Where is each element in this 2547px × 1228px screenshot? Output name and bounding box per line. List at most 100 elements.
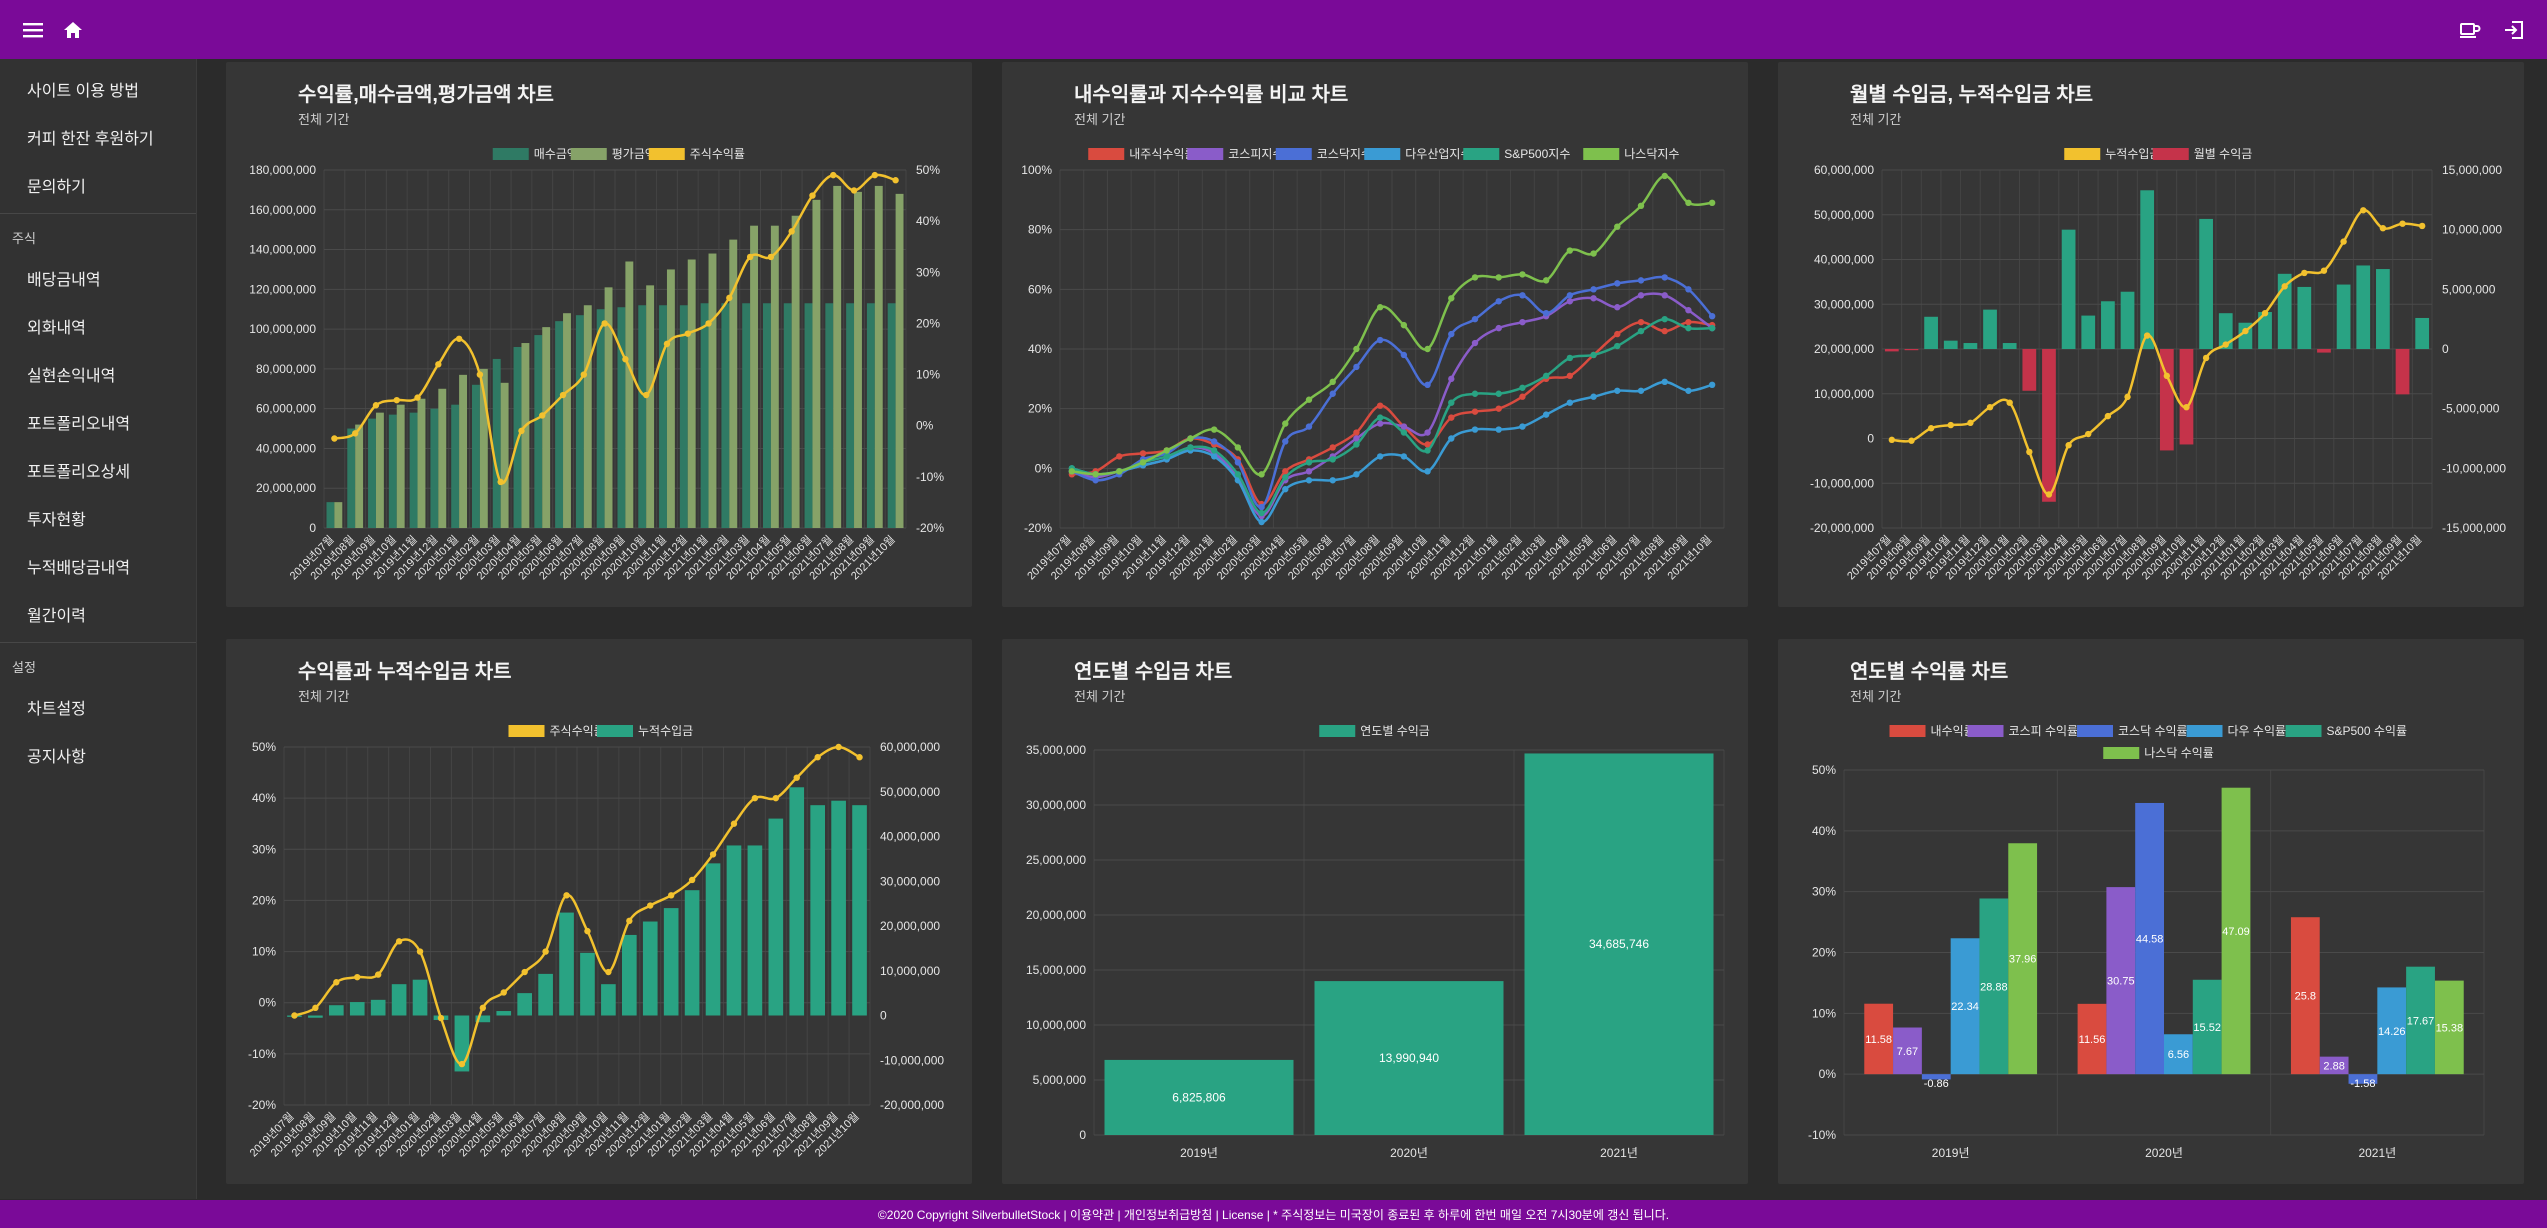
data-point [1614, 387, 1621, 394]
data-point [331, 435, 338, 442]
sidebar-item-guide[interactable]: 사이트 이용 방법 [27, 83, 139, 100]
y-tick-label: 15,000,000 [1026, 963, 1086, 977]
bar-cumulative-income [601, 984, 616, 1016]
chart-title: 수익률과 누적수입금 차트 [298, 661, 512, 683]
y-tick-label: 0% [259, 996, 277, 1010]
sidebar-item-forex[interactable]: 외화내역 [27, 320, 86, 337]
bar-buy-amount [534, 335, 543, 528]
y-tick-label: 15,000,000 [2442, 163, 2502, 177]
data-point [1092, 471, 1099, 478]
data-label: 11.58 [1865, 1034, 1892, 1046]
y-tick-label: 50% [916, 163, 940, 177]
legend-label: S&P500 수익률 [2327, 724, 2408, 738]
data-point [1424, 429, 1431, 436]
y-tick-label: 40,000,000 [1814, 253, 1874, 267]
y-tick-label: -10% [916, 470, 944, 484]
data-point [1376, 402, 1384, 409]
chart-subtitle: 전체 기간 [1074, 112, 1126, 127]
data-point [1566, 298, 1574, 305]
y-tick-label: 40% [252, 791, 276, 805]
bar-eval-amount [500, 382, 509, 528]
sidebar-item-notices[interactable]: 공지사항 [27, 749, 86, 766]
footer: ©2020 Copyright SilverbulletStock | 이용약관… [0, 1200, 2547, 1228]
y-tick-label: 40,000,000 [880, 830, 940, 844]
data-point [333, 979, 340, 986]
bar-cumulative-income [412, 979, 428, 1016]
data-point [751, 794, 759, 802]
data-point [1708, 324, 1716, 332]
sidebar-item-chart-settings[interactable]: 차트설정 [27, 701, 86, 718]
data-point [458, 1060, 466, 1068]
data-point [1708, 381, 1716, 388]
data-point [709, 851, 717, 858]
chart-panel-yearly-income: 연도별 수입금 차트 전체 기간 35,000,000 30,000,000 25,… [1002, 639, 1748, 1184]
data-point [1685, 318, 1692, 326]
data-point [767, 253, 775, 261]
data-point [1376, 304, 1384, 311]
data-point [1708, 312, 1716, 320]
data-point [1353, 429, 1360, 436]
data-point [2261, 310, 2269, 317]
hamburger-icon[interactable] [18, 15, 48, 45]
data-point [1637, 318, 1645, 326]
bar-eval-amount [729, 239, 738, 528]
legend-swatch [1187, 148, 1224, 160]
sidebar-item-portfolio-history[interactable]: 포트폴리오내역 [27, 416, 131, 433]
data-point [788, 228, 795, 235]
bar-monthly-income [2159, 349, 2174, 451]
data-point [563, 892, 570, 899]
bar-monthly-income [2317, 349, 2331, 353]
coffee-icon[interactable] [2455, 15, 2485, 45]
chart-title: 수익률,매수금액,평가금액 차트 [298, 84, 554, 106]
data-point [1637, 387, 1645, 394]
home-icon[interactable] [58, 15, 88, 45]
legend-swatch [2186, 725, 2223, 737]
y-tick-label: -20% [916, 521, 944, 535]
data-label: 15.52 [2193, 1022, 2221, 1034]
sidebar-item-contact[interactable]: 문의하기 [27, 179, 86, 196]
y-tick-label: 100% [1021, 163, 1052, 177]
y-tick-label: 35,000,000 [1026, 743, 1086, 757]
data-point [1708, 199, 1716, 207]
sidebar-item-portfolio-detail[interactable]: 포트폴리오상세 [27, 464, 131, 481]
data-point [1258, 518, 1265, 526]
chart-panel-index-compare: 내수익률과 지수수익률 비교 차트 전체 기간 100% 80% 60% 40% 20%… [1002, 62, 1748, 607]
data-point [1495, 426, 1502, 433]
data-point [559, 391, 567, 399]
sidebar-item-realized-pnl[interactable]: 실현손익내역 [27, 368, 116, 385]
data-point [1614, 223, 1621, 230]
data-point [1519, 393, 1526, 400]
bar-buy-amount [492, 358, 501, 528]
data-point [1471, 315, 1479, 323]
y-tick-label: -10% [1808, 1128, 1836, 1142]
bar-cumulative-income [810, 805, 826, 1016]
bar-monthly-income [2356, 265, 2371, 349]
y-tick-label: 10% [916, 368, 940, 382]
data-point [1400, 453, 1408, 460]
data-point [726, 294, 733, 302]
data-point [1448, 295, 1455, 302]
series-line [1071, 174, 1713, 476]
data-point [1614, 330, 1621, 338]
data-point [2104, 412, 2112, 420]
data-point [1590, 351, 1597, 359]
sidebar-item-dividends[interactable]: 배당금내역 [27, 272, 101, 289]
legend-label: 코스피지수 [1228, 147, 1283, 161]
y-tick-label: 30% [1812, 885, 1836, 899]
bar-cumulative-income [328, 1005, 344, 1016]
chart-panel-return-buy-eval: 수익률,매수금액,평가금액 차트 전체 기간 180,000,000 160,00… [226, 62, 972, 607]
logout-icon[interactable] [2499, 15, 2529, 45]
sidebar-item-donate[interactable]: 커피 한잔 후원하기 [27, 131, 154, 148]
data-point [1519, 318, 1526, 326]
bar-buy-amount [368, 418, 376, 528]
data-point [793, 774, 800, 781]
data-point [705, 320, 712, 327]
sidebar-item-investment-status[interactable]: 투자현황 [27, 512, 86, 529]
sidebar-item-monthly-history[interactable]: 월간이력 [27, 608, 86, 625]
data-point [1258, 509, 1265, 517]
bar-monthly-income [1943, 340, 1958, 349]
data-point [856, 754, 863, 761]
sidebar-item-cumulative-dividends[interactable]: 누적배당금내역 [27, 560, 131, 577]
data-point [1471, 390, 1479, 397]
legend-swatch [1889, 725, 1926, 737]
